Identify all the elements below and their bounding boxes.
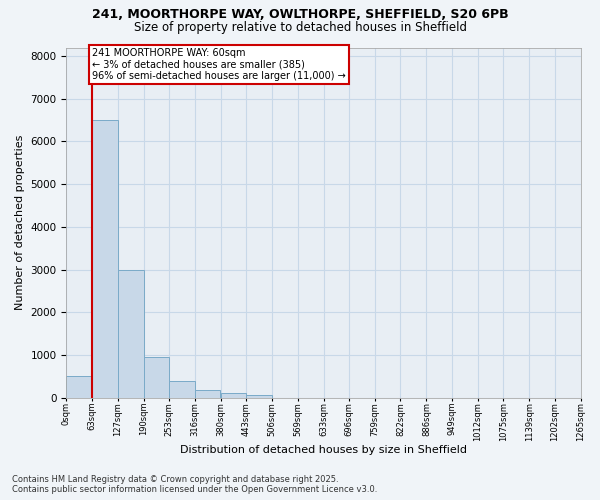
X-axis label: Distribution of detached houses by size in Sheffield: Distribution of detached houses by size …: [180, 445, 467, 455]
Text: Contains HM Land Registry data © Crown copyright and database right 2025.
Contai: Contains HM Land Registry data © Crown c…: [12, 474, 377, 494]
Text: 241, MOORTHORPE WAY, OWLTHORPE, SHEFFIELD, S20 6PB: 241, MOORTHORPE WAY, OWLTHORPE, SHEFFIEL…: [92, 8, 508, 20]
Bar: [169, 382, 195, 398]
Text: Size of property relative to detached houses in Sheffield: Size of property relative to detached ho…: [133, 21, 467, 34]
Bar: [92, 120, 118, 398]
Bar: [221, 394, 247, 398]
Bar: [67, 376, 92, 398]
Y-axis label: Number of detached properties: Number of detached properties: [15, 135, 25, 310]
Bar: [247, 395, 272, 398]
Bar: [118, 270, 143, 398]
Text: 241 MOORTHORPE WAY: 60sqm
← 3% of detached houses are smaller (385)
96% of semi-: 241 MOORTHORPE WAY: 60sqm ← 3% of detach…: [92, 48, 346, 80]
Bar: [195, 390, 220, 398]
Bar: [143, 357, 169, 398]
